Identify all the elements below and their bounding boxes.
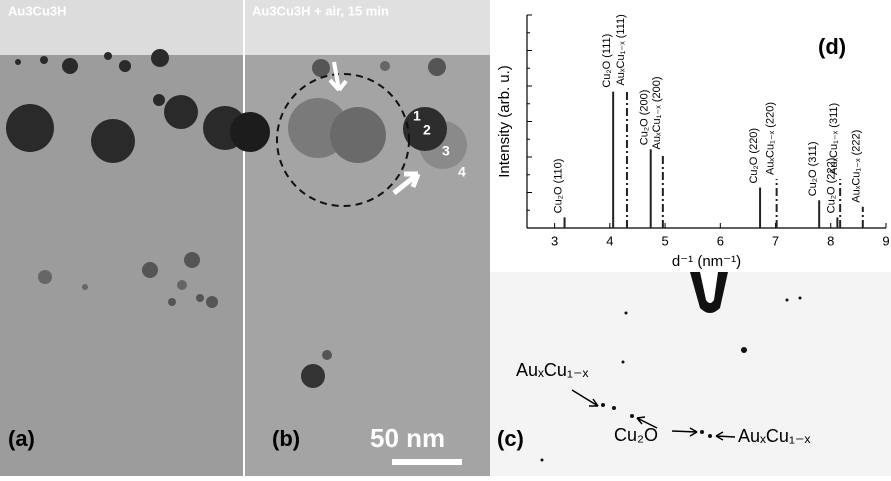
panel-label: (a) <box>8 426 35 451</box>
stick-label: AuₓCu₁₋ₓ (220) <box>765 102 777 175</box>
image-title: Au3Cu3H + air, 15 min <box>252 3 389 18</box>
y-axis-label: Intensity (arb. u.) <box>496 65 513 178</box>
stick-label: Cu₂O (111) <box>601 34 613 88</box>
figure: Au3Cu3H (a) 1 2 3 4 Au3Cu3H + air, 15 mi… <box>0 0 891 476</box>
x-tick-label: 6 <box>717 233 724 248</box>
x-tick-label: 8 <box>827 233 834 248</box>
image-title: Au3Cu3H <box>8 3 67 18</box>
chart-d: 3 4 5 6 7 8 9 d⁻¹ (nm⁻¹) Intensity (arb. u.) (d) C… <box>496 14 890 270</box>
particle-number: 1 <box>413 108 421 124</box>
stick-label: Cu₂O (220) <box>748 128 760 184</box>
x-axis-label: d⁻¹ (nm⁻¹) <box>672 253 741 270</box>
tem-image-b <box>245 0 490 476</box>
x-tick-label: 5 <box>661 233 668 248</box>
diffraction-label: AuₓCu₁₋ₓ <box>738 426 811 446</box>
stick-label: AuₓCu₁₋ₓ (111) <box>615 14 627 85</box>
x-tick-label: 9 <box>882 233 889 248</box>
particle-number: 3 <box>442 143 450 159</box>
x-tick-label: 4 <box>606 233 613 248</box>
diffraction-label: AuₓCu₁₋ₓ <box>516 360 589 380</box>
stick-label: Cu₂O (311) <box>807 141 819 196</box>
scale-bar <box>392 459 462 465</box>
particle-number: 4 <box>458 164 466 180</box>
panel-label: (b) <box>272 426 300 451</box>
x-tick-label: 3 <box>551 233 558 248</box>
stick-label: AuₓCu₁₋ₓ (222) <box>851 130 863 203</box>
stick-label: Cu₂O (200) <box>639 90 651 146</box>
stick-label: AuₓCu₁₋ₓ (311) <box>828 103 840 175</box>
stick-label: AuₓCu₁₋ₓ (200) <box>651 76 663 149</box>
panel-label: (d) <box>818 34 846 59</box>
scale-bar-label: 50 nm <box>370 423 445 453</box>
x-tick-label: 7 <box>772 233 779 248</box>
stick-label: Cu₂O (110) <box>552 159 564 214</box>
panel-label: (c) <box>497 426 524 451</box>
diffraction-label: Cu₂O <box>614 425 658 445</box>
tem-image-a <box>0 0 244 476</box>
particle-number: 2 <box>423 122 431 138</box>
